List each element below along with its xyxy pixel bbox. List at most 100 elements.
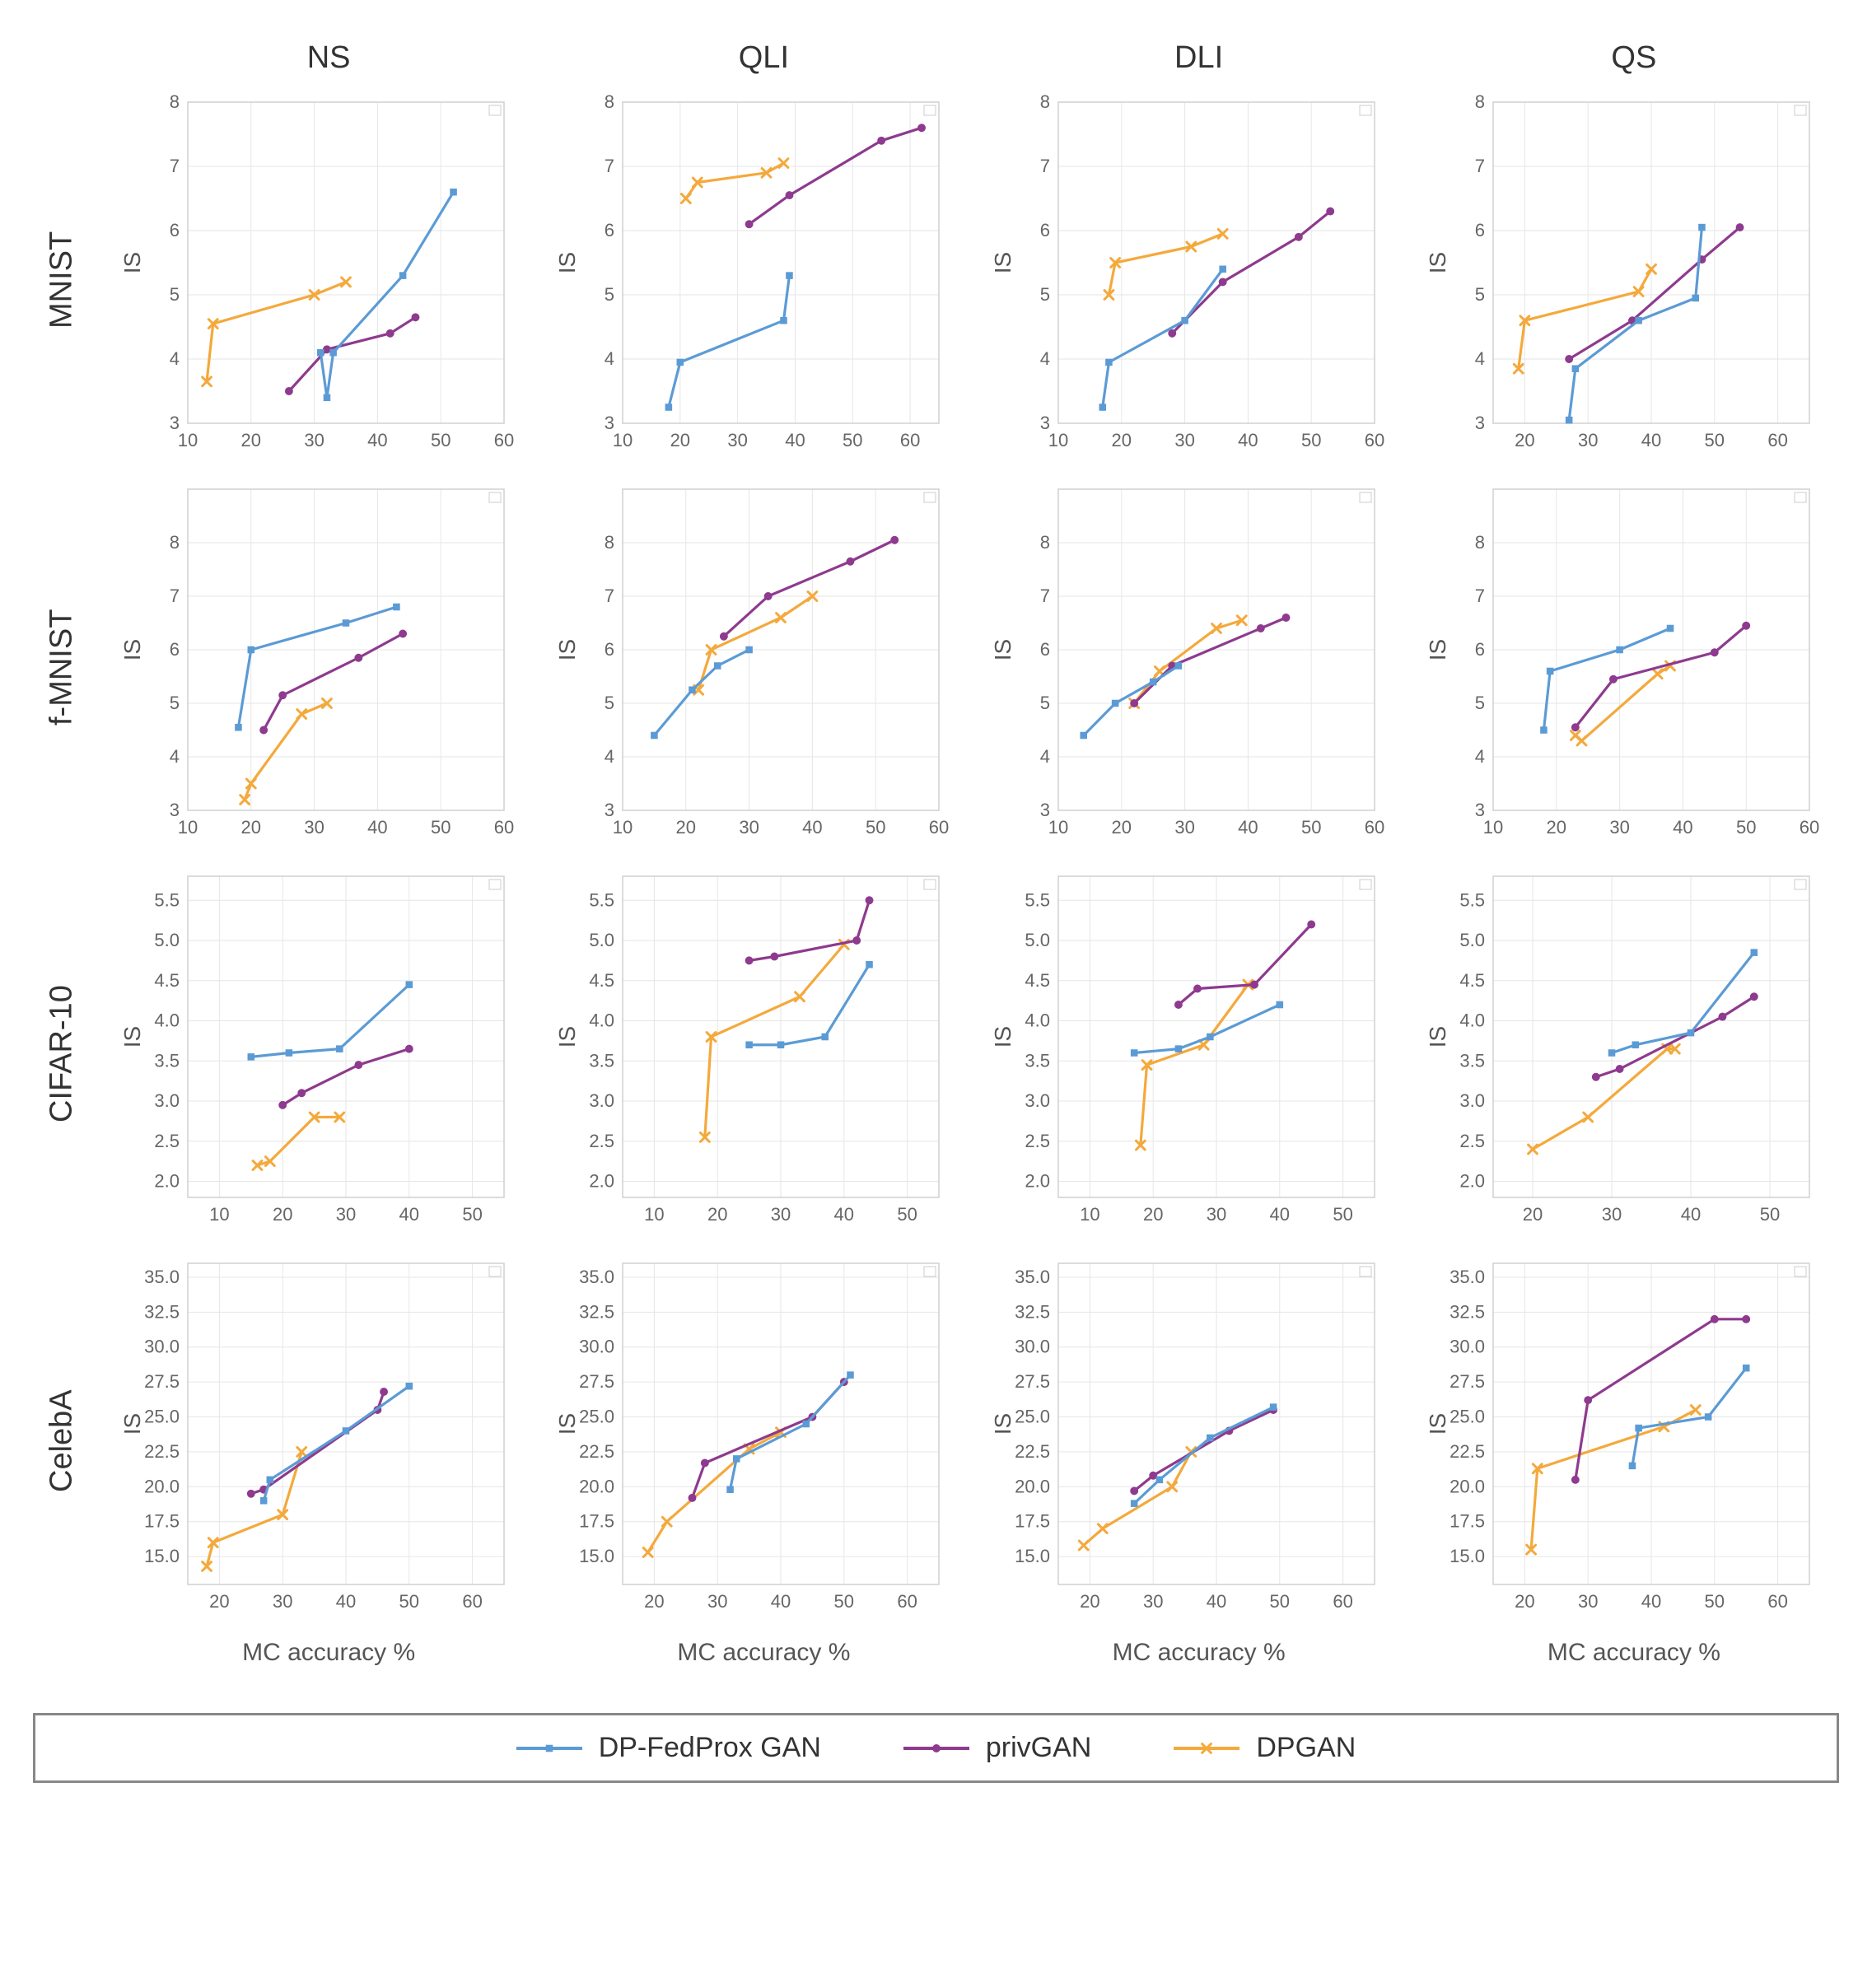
svg-text:25.0: 25.0 xyxy=(579,1407,614,1427)
svg-text:IS: IS xyxy=(124,252,145,273)
marker-circle xyxy=(354,654,362,662)
svg-text:60: 60 xyxy=(1800,817,1819,838)
svg-text:40: 40 xyxy=(336,1591,356,1612)
legend-item-dpgan: DPGAN xyxy=(1174,1732,1356,1764)
svg-text:6: 6 xyxy=(170,220,180,240)
svg-text:2.5: 2.5 xyxy=(154,1131,180,1151)
marker-circle xyxy=(1750,992,1758,1001)
svg-text:30.0: 30.0 xyxy=(1450,1337,1485,1357)
marker-square xyxy=(1111,700,1118,707)
svg-text:20: 20 xyxy=(241,817,261,838)
svg-text:50: 50 xyxy=(1269,1591,1289,1612)
svg-text:5.5: 5.5 xyxy=(1025,889,1050,910)
svg-text:IS: IS xyxy=(1429,252,1450,273)
svg-text:8: 8 xyxy=(1039,91,1049,112)
panel-MNIST_DLI: 102030405060345678IS xyxy=(994,91,1389,469)
panel-CelebA_NS: 203040506015.017.520.022.525.027.530.032… xyxy=(124,1252,519,1631)
svg-text:2.5: 2.5 xyxy=(1459,1131,1485,1151)
svg-text:5: 5 xyxy=(1475,693,1485,713)
marker-circle xyxy=(1735,223,1744,231)
marker-circle xyxy=(405,1045,413,1053)
marker-square xyxy=(248,1053,255,1061)
panel-svg: 102030405060345678IS xyxy=(994,478,1389,856)
marker-square xyxy=(651,732,658,740)
svg-text:5.0: 5.0 xyxy=(1459,930,1485,950)
marker-circle xyxy=(771,953,779,961)
svg-text:60: 60 xyxy=(898,1591,917,1612)
svg-text:60: 60 xyxy=(1333,1591,1352,1612)
marker-circle xyxy=(701,1459,709,1468)
marker-square xyxy=(393,604,400,611)
marker-circle xyxy=(1742,622,1750,630)
svg-text:20.0: 20.0 xyxy=(144,1476,180,1496)
svg-text:30.0: 30.0 xyxy=(579,1337,614,1357)
svg-text:20: 20 xyxy=(1080,1591,1099,1612)
svg-text:2.5: 2.5 xyxy=(1025,1131,1050,1151)
svg-text:IS: IS xyxy=(124,1413,145,1435)
svg-text:30: 30 xyxy=(1602,1204,1622,1225)
svg-text:20: 20 xyxy=(273,1204,292,1225)
panel-CelebA_QLI: 203040506015.017.520.022.525.027.530.032… xyxy=(558,1252,954,1631)
svg-text:2.0: 2.0 xyxy=(590,1171,615,1192)
marker-square xyxy=(780,317,787,324)
marker-circle xyxy=(689,1494,697,1502)
svg-text:8: 8 xyxy=(1475,91,1485,112)
svg-text:2.5: 2.5 xyxy=(590,1131,615,1151)
svg-text:32.5: 32.5 xyxy=(1015,1301,1050,1322)
svg-text:7: 7 xyxy=(1039,586,1049,606)
marker-circle xyxy=(866,896,874,904)
marker-circle xyxy=(1565,355,1573,363)
marker-square xyxy=(1219,266,1226,273)
marker-square xyxy=(1080,732,1087,740)
svg-text:3.0: 3.0 xyxy=(590,1090,615,1111)
svg-text:4.0: 4.0 xyxy=(590,1010,615,1031)
panel-f-MNIST_QS: 102030405060345678IS xyxy=(1429,478,1824,856)
svg-text:40: 40 xyxy=(399,1204,419,1225)
svg-text:20.0: 20.0 xyxy=(1015,1476,1050,1496)
svg-text:5.5: 5.5 xyxy=(1459,889,1485,910)
svg-text:22.5: 22.5 xyxy=(579,1441,614,1462)
marker-circle xyxy=(786,191,794,199)
svg-text:20: 20 xyxy=(676,817,696,838)
marker-square xyxy=(1276,1001,1283,1009)
svg-text:6: 6 xyxy=(605,639,614,660)
svg-text:3.5: 3.5 xyxy=(1459,1050,1485,1071)
marker-circle xyxy=(932,1744,941,1752)
svg-text:10: 10 xyxy=(613,430,633,450)
svg-text:8: 8 xyxy=(170,532,180,553)
svg-text:50: 50 xyxy=(1300,817,1320,838)
marker-circle xyxy=(1174,1001,1182,1009)
svg-text:40: 40 xyxy=(834,1204,854,1225)
svg-text:3: 3 xyxy=(1475,800,1485,820)
marker-square xyxy=(746,646,754,654)
marker-square xyxy=(1155,1477,1163,1484)
marker-square xyxy=(1635,317,1642,324)
marker-circle xyxy=(259,726,268,735)
svg-text:32.5: 32.5 xyxy=(144,1301,180,1322)
svg-text:60: 60 xyxy=(1767,430,1787,450)
marker-square xyxy=(803,1421,810,1428)
svg-text:IS: IS xyxy=(558,1026,580,1048)
panel-svg: 2030405060345678IS xyxy=(1429,91,1824,469)
marker-square xyxy=(1149,679,1156,686)
svg-text:15.0: 15.0 xyxy=(579,1546,614,1566)
panel-svg: 102030405060345678IS xyxy=(994,91,1389,469)
svg-text:20: 20 xyxy=(707,1204,727,1225)
svg-text:7: 7 xyxy=(170,156,180,176)
svg-text:50: 50 xyxy=(1704,430,1724,450)
corner-spacer-bottom xyxy=(33,1639,99,1688)
svg-text:40: 40 xyxy=(785,430,805,450)
svg-text:22.5: 22.5 xyxy=(1015,1441,1050,1462)
marker-square xyxy=(1635,1425,1642,1432)
svg-text:20: 20 xyxy=(1142,1204,1162,1225)
svg-text:30: 30 xyxy=(1578,1591,1598,1612)
marker-square xyxy=(1105,359,1113,366)
panel-CIFAR-10_QLI: 10203040502.02.53.03.54.04.55.05.5IS xyxy=(558,865,954,1244)
marker-circle xyxy=(1218,278,1226,286)
svg-text:10: 10 xyxy=(178,430,198,450)
svg-text:50: 50 xyxy=(1300,430,1320,450)
svg-text:40: 40 xyxy=(1269,1204,1289,1225)
marker-circle xyxy=(917,124,926,132)
svg-text:17.5: 17.5 xyxy=(1450,1511,1485,1532)
svg-text:30: 30 xyxy=(1609,817,1629,838)
